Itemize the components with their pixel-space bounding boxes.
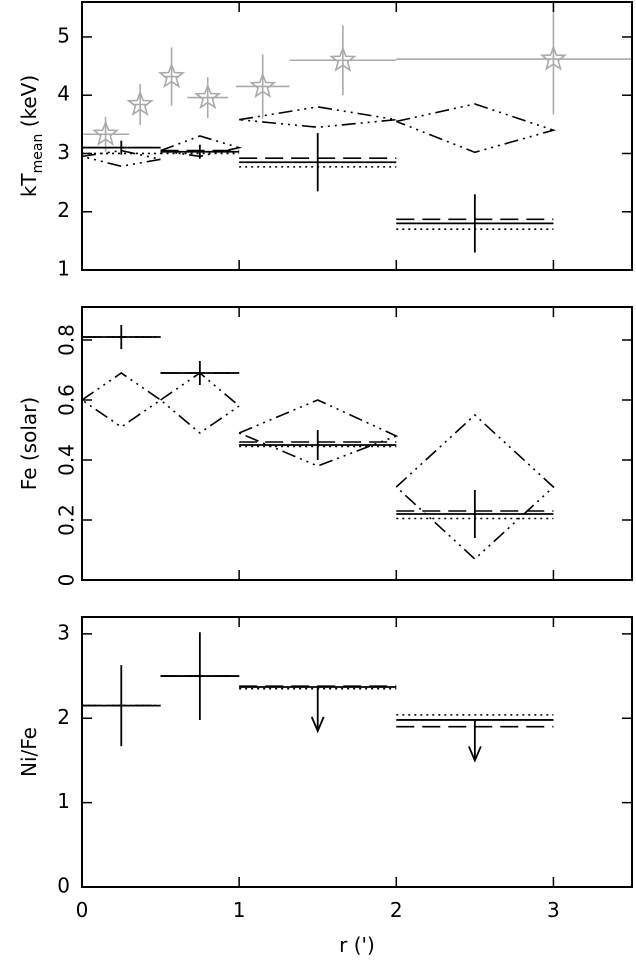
y-axis-label-part: kT (17, 173, 41, 198)
y-axis-label-part: (keV) (17, 75, 41, 134)
x-tick-label: 3 (547, 898, 560, 922)
y-axis-label: Ni/Fe (17, 727, 41, 777)
plot-area (82, 325, 555, 561)
star-marker (158, 62, 186, 89)
arrow-head (310, 716, 325, 734)
y-tick-label: 0.4 (55, 444, 79, 476)
star-marker (249, 72, 277, 99)
y-axis-label-part: Fe (solar) (17, 397, 41, 490)
x-tick-label: 1 (233, 898, 246, 922)
model-line (238, 399, 399, 467)
plot-frame (81, 1, 633, 271)
model-line (395, 103, 557, 154)
star-marker (126, 90, 154, 117)
y-tick-label: 1 (57, 789, 70, 813)
star-marker (539, 44, 568, 71)
y-tick-label: 0 (57, 874, 70, 898)
x-tick-label: 2 (390, 898, 403, 922)
arrow-head (468, 746, 482, 763)
y-tick-label: 0 (55, 574, 79, 587)
y-tick-label: 3 (57, 620, 70, 644)
y-axis-label-part: mean (30, 134, 46, 174)
model-line (395, 413, 555, 561)
y-tick-label: 1 (57, 257, 70, 281)
y-axis-label: kTmean (keV) (17, 75, 47, 197)
plot-area (82, 3, 632, 253)
plot-frame (81, 616, 633, 888)
y-tick-label: 0.2 (55, 504, 79, 536)
y-tick-label: 0.6 (55, 384, 79, 416)
y-tick-label: 2 (57, 198, 70, 222)
star-marker (194, 83, 222, 110)
model-line (160, 371, 241, 435)
model-line (82, 372, 162, 428)
plot-area (82, 632, 554, 763)
y-tick-label: 4 (57, 82, 70, 106)
model-line (160, 135, 243, 158)
star-marker (92, 120, 120, 146)
y-tick-label: 0.8 (55, 324, 79, 356)
y-tick-label: 3 (57, 140, 70, 164)
star-marker (329, 46, 357, 72)
plot-frame (81, 306, 633, 581)
y-tick-label: 2 (57, 705, 70, 729)
x-tick-label: 0 (76, 898, 89, 922)
model-line (82, 149, 161, 168)
model-line (239, 106, 397, 129)
y-tick-label: 5 (57, 23, 70, 47)
x-axis-label: r (') (339, 933, 375, 957)
y-axis-label-part: Ni/Fe (17, 727, 41, 777)
y-axis-label: Fe (solar) (17, 397, 41, 490)
